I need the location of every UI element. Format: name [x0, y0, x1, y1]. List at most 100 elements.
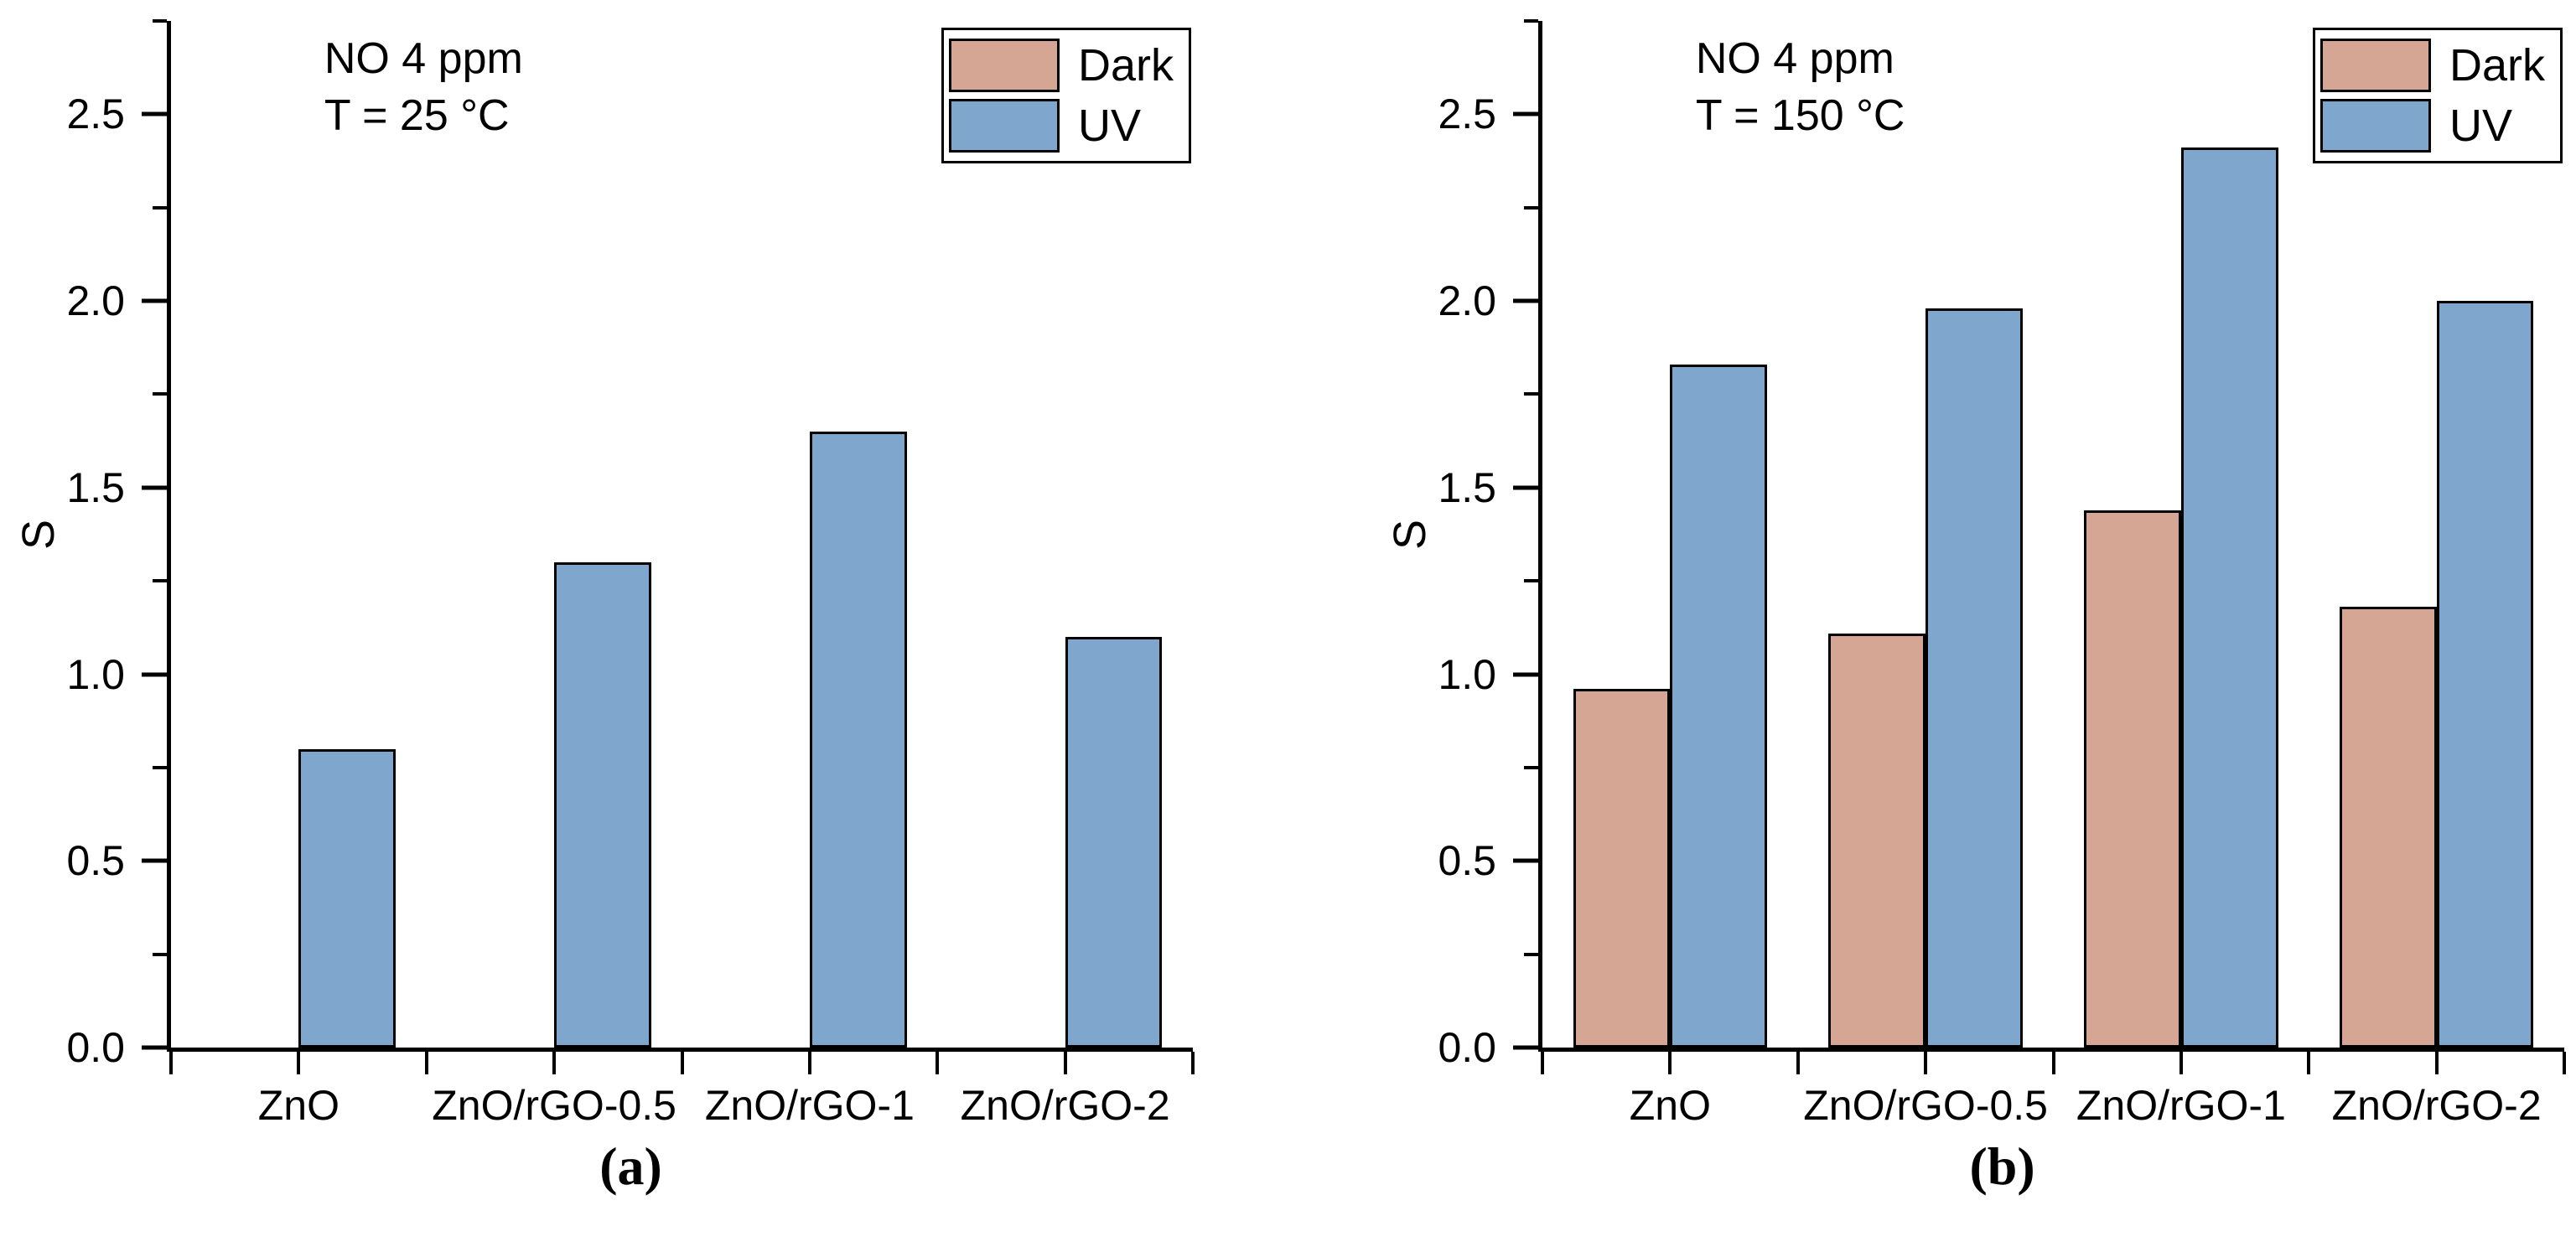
y-tick-label: 2.5	[66, 91, 125, 138]
y-axis-title: S	[1385, 519, 1435, 550]
y-minor-tick	[153, 19, 167, 23]
x-tick	[1191, 1052, 1195, 1074]
y-minor-tick	[153, 205, 167, 210]
y-minor-tick	[153, 579, 167, 583]
legend-swatch-dark	[948, 39, 1060, 92]
bar-dark	[2339, 607, 2437, 1048]
annotation-temperature: T = 150 °C	[1695, 91, 1905, 140]
legend-label-dark: Dark	[2449, 40, 2545, 91]
x-tick	[2179, 1052, 2183, 1074]
bar-uv	[554, 561, 651, 1048]
y-minor-tick	[1524, 765, 1538, 769]
bar-dark	[1573, 689, 1671, 1048]
legend-row-uv: UV	[2319, 99, 2545, 153]
legend: Dark UV	[2312, 28, 2563, 163]
bar-group	[427, 21, 682, 1048]
x-tick-label: ZnO/rGO-2	[2331, 1082, 2542, 1129]
y-major-tick	[142, 858, 167, 863]
bar-group	[937, 21, 1193, 1048]
x-tick	[1668, 1052, 1672, 1074]
y-tick-label: 1.5	[1438, 463, 1496, 511]
bar-uv	[1926, 308, 2023, 1048]
y-minor-tick	[1524, 205, 1538, 210]
y-major-tick	[1513, 672, 1538, 677]
y-major-tick	[142, 672, 167, 677]
x-tick	[2563, 1052, 2566, 1074]
bar-group	[1798, 21, 2054, 1048]
x-tick	[1924, 1052, 1928, 1074]
x-tick-label: ZnO	[1629, 1082, 1711, 1129]
chart-annotation: NO 4 ppm T = 25 °C	[324, 31, 523, 144]
y-tick-label: 1.0	[1438, 650, 1496, 698]
bar-uv	[1670, 364, 1768, 1048]
y-tick-label: 2.5	[1438, 91, 1496, 138]
legend-swatch-uv	[2319, 99, 2431, 153]
bar-uv	[2436, 301, 2534, 1048]
x-tick	[936, 1052, 940, 1074]
y-major-tick	[142, 485, 167, 490]
y-minor-tick	[153, 952, 167, 956]
x-tick-label: ZnO	[257, 1082, 339, 1129]
y-major-tick	[1513, 858, 1538, 863]
y-tick-label: 1.0	[66, 650, 125, 698]
y-major-tick	[142, 1045, 167, 1050]
legend-swatch-dark	[2319, 39, 2431, 92]
x-tick	[2307, 1052, 2311, 1074]
y-tick-label: 1.5	[66, 463, 125, 511]
legend-label-uv: UV	[1077, 101, 1141, 151]
x-tick	[552, 1052, 557, 1074]
x-tick-label: ZnO/rGO-0.5	[1803, 1082, 2048, 1129]
legend-row-uv: UV	[948, 99, 1174, 153]
bar-uv	[2180, 147, 2278, 1048]
bar-dark	[1828, 633, 1926, 1048]
y-major-tick	[142, 298, 167, 303]
x-tick-label: ZnO/rGO-1	[2076, 1082, 2286, 1129]
legend-row-dark: Dark	[948, 39, 1174, 92]
bar-group	[171, 21, 427, 1048]
bar-group	[1542, 21, 1798, 1048]
x-tick	[2434, 1052, 2439, 1074]
x-tick-label: ZnO/rGO-1	[704, 1082, 915, 1129]
x-tick	[2051, 1052, 2055, 1074]
y-tick-label: 2.0	[1438, 277, 1496, 325]
x-tick	[169, 1052, 173, 1074]
y-tick-label: 0.0	[66, 1024, 125, 1071]
y-minor-tick	[1524, 952, 1538, 956]
x-tick	[1796, 1052, 1800, 1074]
y-tick-label: 0.5	[1438, 837, 1496, 885]
x-tick-label: ZnO/rGO-2	[960, 1082, 1170, 1129]
chart-b-plot-area: S 0.0 0.5 1.0 1.5 2.0 2.5 ZnO ZnO/rGO-0.5 ZnO/r…	[1385, 19, 2566, 1196]
x-tick	[1541, 1052, 1544, 1074]
bar-group	[682, 21, 938, 1048]
x-tick-label: ZnO/rGO-0.5	[432, 1082, 676, 1129]
y-minor-tick	[1524, 392, 1538, 396]
legend-label-dark: Dark	[1077, 40, 1174, 91]
bar-group	[2309, 21, 2564, 1048]
x-tick	[1063, 1052, 1067, 1074]
y-minor-tick	[1524, 579, 1538, 583]
x-tick	[297, 1052, 301, 1074]
y-axis-title: S	[13, 519, 64, 550]
legend-label-uv: UV	[2449, 101, 2512, 151]
legend-swatch-uv	[948, 99, 1060, 153]
bar-uv	[809, 432, 907, 1048]
panel-caption-a: (a)	[599, 1136, 662, 1196]
bar-uv	[298, 748, 397, 1048]
y-minor-tick	[153, 765, 167, 769]
x-tick	[424, 1052, 428, 1074]
y-major-tick	[1513, 111, 1538, 116]
annotation-gas: NO 4 ppm	[1695, 34, 1894, 83]
panel-caption-b: (b)	[1969, 1136, 2035, 1196]
x-tick	[680, 1052, 684, 1074]
y-major-tick	[1513, 1045, 1538, 1050]
annotation-gas: NO 4 ppm	[324, 34, 523, 83]
y-major-tick	[1513, 485, 1538, 490]
legend-row-dark: Dark	[2319, 39, 2545, 92]
y-tick-label: 2.0	[66, 277, 125, 325]
bar-group	[2054, 21, 2309, 1048]
x-tick	[807, 1052, 811, 1074]
y-major-tick	[142, 111, 167, 116]
y-tick-label: 0.0	[1438, 1024, 1496, 1071]
y-major-tick	[1513, 298, 1538, 303]
